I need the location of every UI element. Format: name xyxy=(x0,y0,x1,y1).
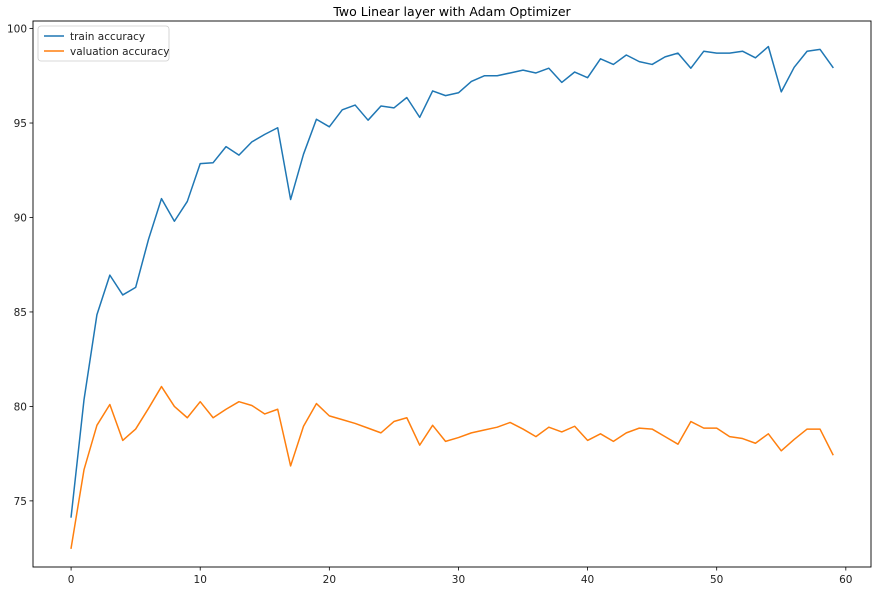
legend-box xyxy=(37,25,170,62)
y-tick-label: 90 xyxy=(14,212,27,224)
x-tick-label: 40 xyxy=(581,574,594,586)
legend: train accuracy valuation accuracy xyxy=(37,25,170,62)
plot-frame xyxy=(32,20,872,568)
series-line-2 xyxy=(70,385,834,549)
legend-label-1: train accuracy xyxy=(70,31,145,43)
series-line-1 xyxy=(70,45,834,518)
series-layer xyxy=(70,45,834,549)
x-axis: 0 10 20 30 40 50 60 xyxy=(68,567,853,586)
x-tick-label: 0 xyxy=(68,574,75,586)
x-tick-label: 10 xyxy=(194,574,207,586)
x-tick-label: 60 xyxy=(839,574,852,586)
x-tick-label: 30 xyxy=(452,574,465,586)
y-axis: 75 80 85 90 95 100 xyxy=(7,24,33,508)
y-tick-label: 75 xyxy=(14,496,27,508)
y-tick-label: 100 xyxy=(7,24,27,36)
chart-title: Two Linear layer with Adam Optimizer xyxy=(332,4,571,19)
y-tick-label: 80 xyxy=(14,401,27,413)
y-tick-label: 95 xyxy=(14,118,27,130)
x-tick-label: 20 xyxy=(323,574,336,586)
y-tick-label: 85 xyxy=(14,307,27,319)
legend-label-2: valuation accuracy xyxy=(70,46,169,58)
x-tick-label: 50 xyxy=(710,574,723,586)
